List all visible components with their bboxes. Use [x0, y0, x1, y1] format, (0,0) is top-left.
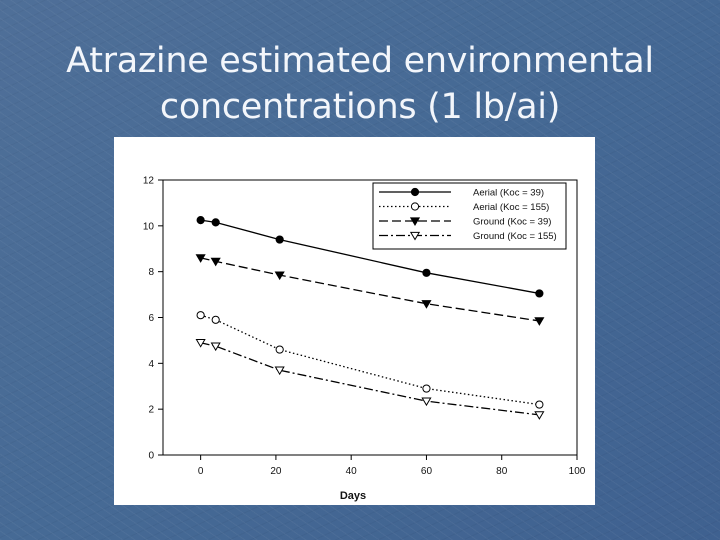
- data-point: [422, 384, 431, 393]
- legend: Aerial (Koc = 39) Aerial (Koc = 155) Groun…: [372, 182, 567, 250]
- slide-title-line-2: concentrations (1 lb/ai): [159, 87, 561, 127]
- data-point: [275, 235, 284, 244]
- data-point: [195, 254, 206, 263]
- data-point: [274, 366, 285, 376]
- series-2: [196, 311, 544, 409]
- legend-item: Aerial (Koc = 155): [379, 202, 549, 213]
- y-tick-label: 12: [143, 176, 155, 187]
- legend-label: Ground (Koc = 39): [473, 217, 551, 228]
- chart-panel: 0 2 4 6 8 10 12 0 20 40 60 80 100 Days Aerial (Koc = 3…: [114, 137, 595, 505]
- legend-label: Aerial (Koc = 39): [473, 188, 544, 199]
- x-tick-label: 60: [421, 466, 433, 477]
- x-tick-label: 100: [569, 466, 586, 477]
- data-point: [535, 289, 544, 298]
- data-point: [211, 218, 220, 227]
- data-point: [210, 257, 221, 267]
- y-tick-label: 6: [148, 313, 154, 324]
- series-3: [195, 254, 545, 326]
- data-point: [409, 231, 421, 241]
- data-point: [534, 411, 545, 420]
- legend-label: Aerial (Koc = 155): [473, 202, 549, 213]
- x-tick-label: 80: [496, 466, 508, 477]
- line-chart: 0 2 4 6 8 10 12 0 20 40 60 80 100 Days Aerial (Koc = 3…: [143, 176, 586, 503]
- legend-item: Aerial (Koc = 39): [379, 188, 544, 199]
- legend-item: Ground (Koc = 39): [379, 217, 551, 228]
- x-tick-label: 20: [270, 466, 282, 477]
- x-tick-label: 40: [346, 466, 358, 477]
- data-point: [275, 345, 284, 354]
- series-line: [200, 314, 540, 406]
- data-point: [534, 317, 545, 326]
- y-tick-label: 4: [148, 359, 154, 370]
- y-tick-label: 2: [148, 405, 154, 416]
- data-point: [421, 300, 432, 309]
- series-4: [195, 339, 545, 420]
- data-point: [196, 311, 205, 320]
- y-tick-label: 10: [143, 221, 155, 232]
- legend-box: [372, 182, 567, 250]
- x-tick-label: 0: [198, 466, 204, 477]
- slide-title: Atrazine estimated environmental concent…: [40, 38, 680, 130]
- data-point: [535, 400, 544, 409]
- legend-label: Ground (Koc = 155): [473, 231, 557, 242]
- series-1: [196, 216, 544, 298]
- x-axis-title: Days: [340, 490, 366, 502]
- legend-item: Ground (Koc = 155): [379, 231, 557, 242]
- data-point: [410, 187, 420, 197]
- data-point: [410, 202, 420, 211]
- data-point: [210, 342, 221, 352]
- series-line: [200, 257, 540, 322]
- data-point: [421, 397, 432, 407]
- y-tick-label: 0: [148, 451, 154, 462]
- series-line: [200, 342, 540, 416]
- data-point: [422, 268, 431, 277]
- y-tick-label: 8: [148, 267, 154, 278]
- data-point: [274, 271, 285, 281]
- data-point: [195, 339, 206, 348]
- data-point: [196, 216, 205, 225]
- data-point: [409, 217, 421, 226]
- slide-title-line-1: Atrazine estimated environmental: [66, 41, 654, 81]
- data-point: [211, 315, 220, 324]
